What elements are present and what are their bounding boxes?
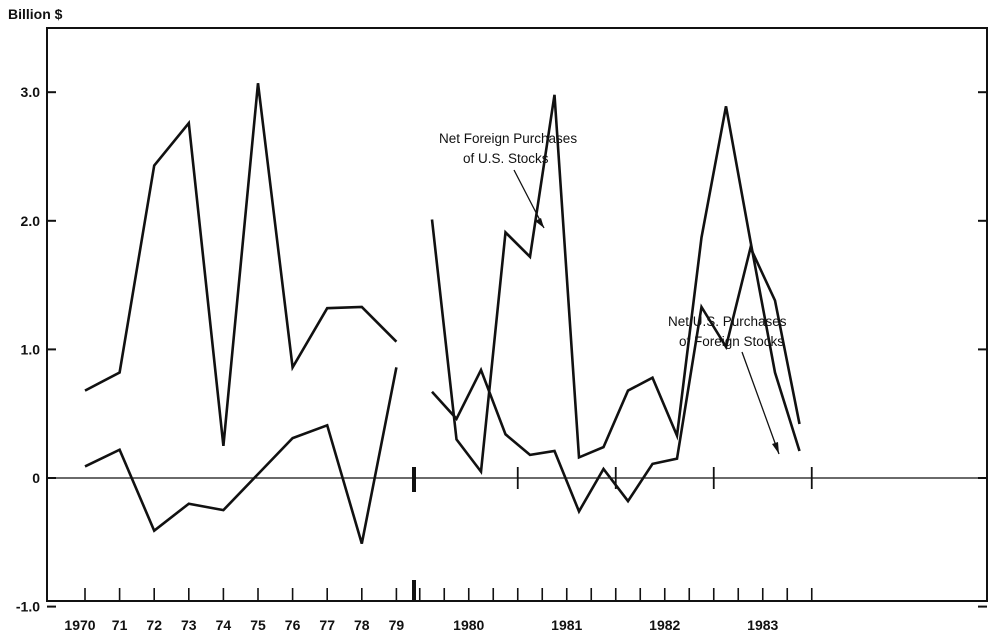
- x-tick-label-annual: 1970: [64, 617, 95, 633]
- y-tick-label: 2.0: [21, 213, 41, 229]
- x-tick-label-annual: 78: [354, 617, 370, 633]
- annotation-foreign-arrowhead: [535, 218, 544, 228]
- series-lines: [84, 83, 801, 544]
- x-tick-label-annual: 72: [146, 617, 162, 633]
- x-tick-label-annual: 76: [285, 617, 301, 633]
- series-line-foreign-purchases-annual: [84, 83, 398, 447]
- annotation-foreign-arrow: [513, 169, 545, 229]
- x-tick-label-year: 1983: [747, 617, 778, 633]
- x-tick-label-annual: 74: [216, 617, 232, 633]
- series-line-foreign-purchases-quarterly: [430, 94, 801, 476]
- x-tick-label-annual: 75: [250, 617, 266, 633]
- plot-frame: [46, 27, 988, 602]
- y-tick-label: 3.0: [21, 84, 41, 100]
- annotation-us-arrow: [741, 351, 780, 455]
- annotation-foreign-purchases: Net Foreign Purchases of U.S. Stocks: [439, 131, 577, 229]
- y-tick-label: 0: [32, 470, 40, 486]
- annotation-foreign-line-2: of U.S. Stocks: [463, 151, 549, 166]
- annotation-us-line-2: of Foreign Stocks: [679, 334, 784, 349]
- x-tick-label-annual: 79: [389, 617, 405, 633]
- x-tick-label-year: 1981: [551, 617, 582, 633]
- x-tick-label-annual: 71: [112, 617, 128, 633]
- x-tick-label-annual: 77: [319, 617, 335, 633]
- annotation-us-line-1: Net U.S. Purchases: [668, 314, 787, 329]
- y-axis-ticks: 3.0 2.0 1.0 0 -1.0: [16, 84, 987, 615]
- y-tick-label: -1.0: [16, 599, 40, 615]
- y-tick-label: 1.0: [21, 341, 41, 357]
- x-tick-label-annual: 73: [181, 617, 197, 633]
- annotation-us-purchases: Net U.S. Purchases of Foreign Stocks: [668, 314, 787, 455]
- x-axis-ticks: 1970 71 72 73 74 75 76 77 78 79 1980 1981 1982 1983: [64, 467, 813, 633]
- x-tick-label-year: 1980: [453, 617, 484, 633]
- x-tick-label-year: 1982: [649, 617, 680, 633]
- y-axis-label: Billion $: [8, 6, 63, 22]
- annotation-us-arrowhead: [772, 442, 779, 454]
- annotation-foreign-line-1: Net Foreign Purchases: [439, 131, 577, 146]
- series-line-us-purchases-annual: [84, 367, 398, 544]
- series-line-us-purchases-quarterly: [431, 243, 801, 515]
